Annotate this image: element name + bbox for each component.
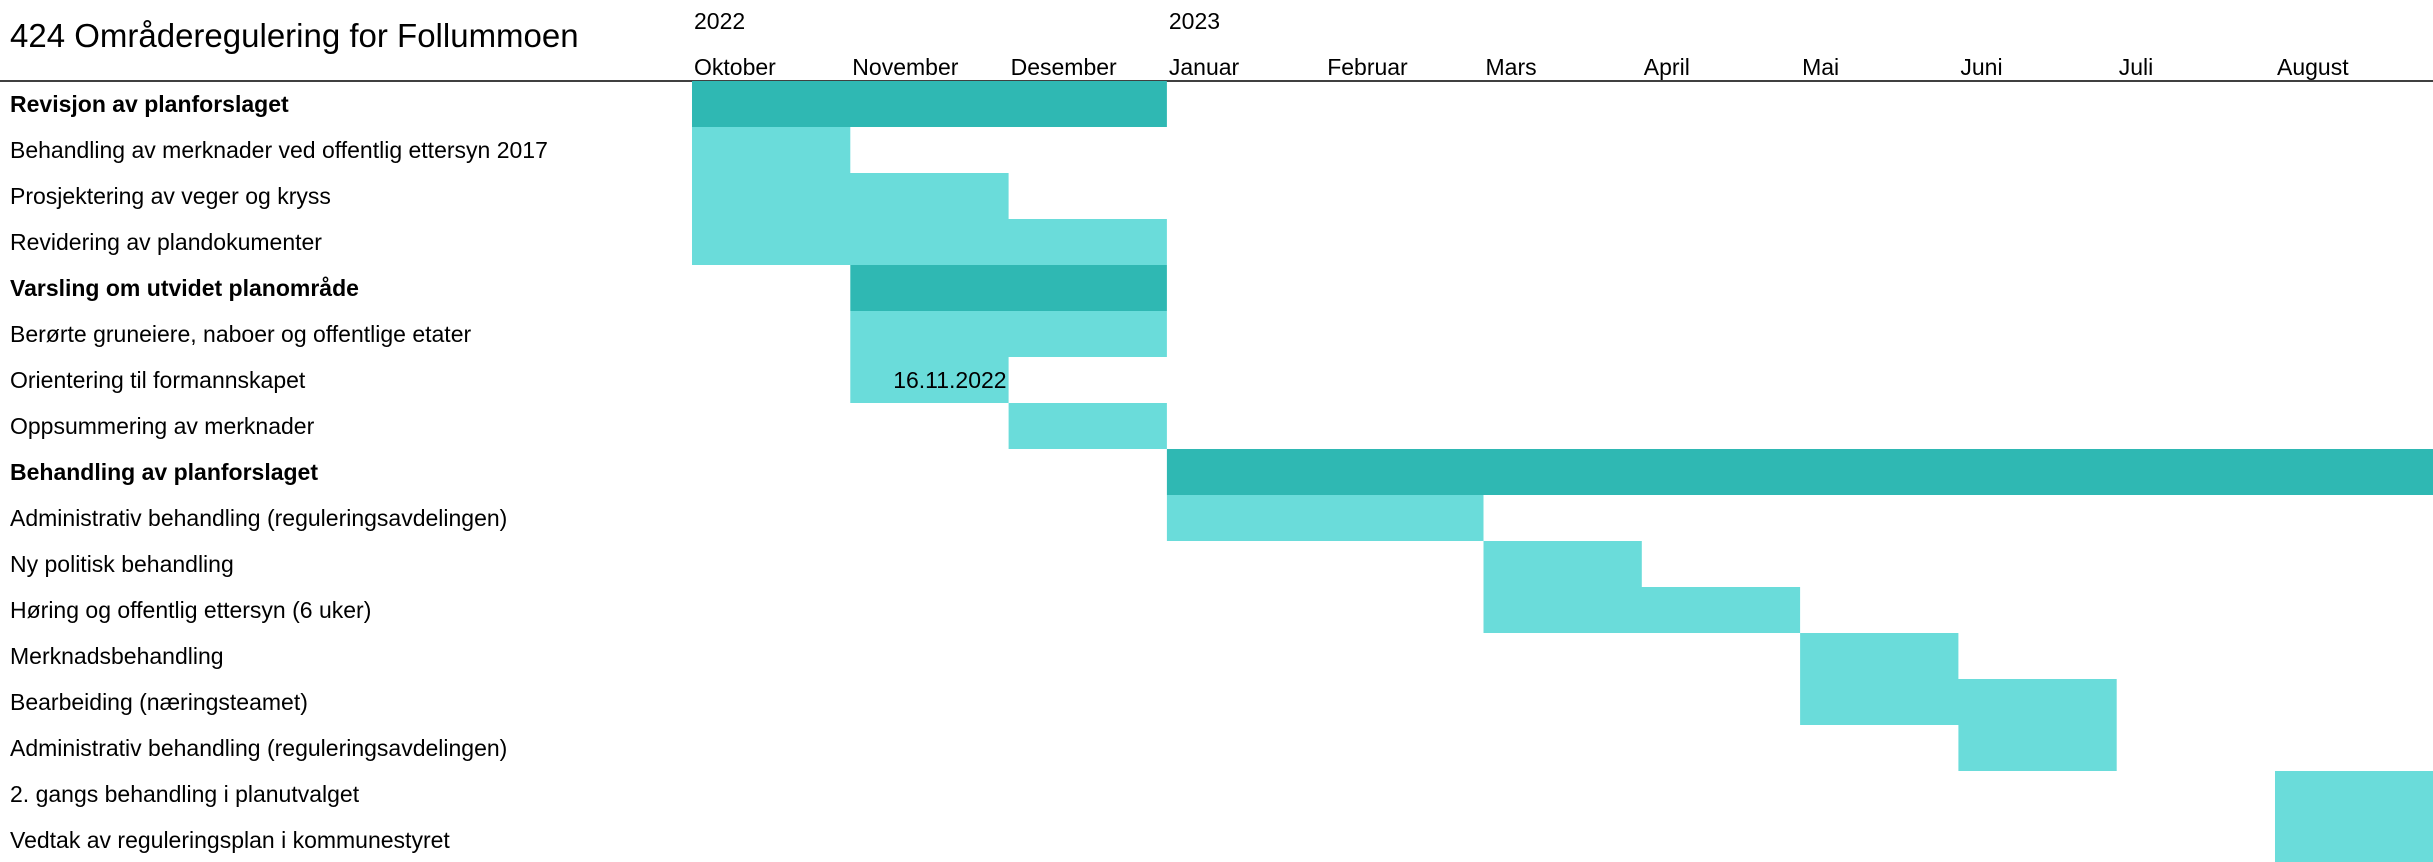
month-label: Mai [1802, 54, 1839, 80]
task-label: Høring og offentlig ettersyn (6 uker) [10, 597, 371, 623]
group-bar [1166, 449, 2433, 495]
task-bar [1008, 403, 1167, 449]
task-bar [850, 357, 1009, 403]
chart-title: 424 Områderegulering for Follummoen [10, 17, 579, 54]
bar-annotation: 16.11.2022 [893, 367, 1006, 393]
task-bar [1958, 725, 2117, 771]
month-label: Juni [1960, 54, 2002, 80]
year-label: 2022 [694, 8, 745, 34]
task-bar [692, 127, 851, 173]
task-label: Merknadsbehandling [10, 643, 224, 669]
month-label: Oktober [694, 54, 776, 80]
month-label: November [852, 54, 958, 80]
group-bar [850, 265, 1167, 311]
month-label: April [1644, 54, 1690, 80]
task-bar [1166, 495, 1484, 541]
task-bar [2275, 817, 2433, 862]
task-bar [1483, 587, 1801, 633]
task-label: Oppsummering av merknader [10, 413, 315, 439]
task-bar [850, 311, 1167, 357]
task-label: Revidering av plandokumenter [10, 229, 322, 255]
task-bar [2275, 771, 2433, 817]
task-label: Behandling av merknader ved offentlig et… [10, 137, 548, 163]
task-label: Ny politisk behandling [10, 551, 234, 577]
month-label: Desember [1011, 54, 1117, 80]
month-label: Juli [2119, 54, 2154, 80]
month-label: Januar [1169, 54, 1240, 80]
task-labels: Revisjon av planforslaget Behandling av m… [10, 91, 548, 853]
task-label: Bearbeiding (næringsteamet) [10, 689, 308, 715]
group-bar [692, 81, 1167, 127]
month-labels: Oktober November Desember Januar Februar Mars… [694, 54, 2349, 80]
year-label: 2023 [1169, 8, 1220, 34]
task-bars [692, 81, 2433, 862]
task-bar [1800, 633, 1959, 679]
task-label: Vedtak av reguleringsplan i kommunestyre… [10, 827, 450, 853]
task-label: Prosjektering av veger og kryss [10, 183, 331, 209]
year-labels: 2022 2023 [694, 8, 1220, 34]
group-label: Revisjon av planforslaget [10, 91, 289, 117]
month-label: Februar [1327, 54, 1408, 80]
task-label: Administrativ behandling (reguleringsavd… [10, 735, 507, 761]
task-label: 2. gangs behandling i planutvalget [10, 781, 360, 807]
task-label: Orientering til formannskapet [10, 367, 306, 393]
month-label: August [2277, 54, 2349, 80]
group-label: Behandling av planforslaget [10, 459, 318, 485]
task-label: Administrativ behandling (reguleringsavd… [10, 505, 507, 531]
task-bar [1483, 541, 1642, 587]
task-bar [692, 219, 1167, 265]
group-label: Varsling om utvidet planområde [10, 275, 359, 301]
task-label: Berørte gruneiere, naboer og offentlige … [10, 321, 471, 347]
task-bar [1800, 679, 2117, 725]
task-bar [692, 173, 1009, 219]
bar-annotations: 16.11.2022 [893, 367, 1006, 393]
month-label: Mars [1486, 54, 1537, 80]
